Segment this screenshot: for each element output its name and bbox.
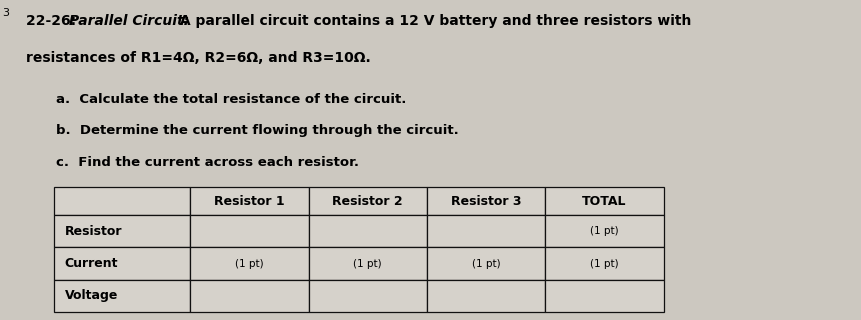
Text: TOTAL: TOTAL xyxy=(582,195,626,208)
Text: (1 pt): (1 pt) xyxy=(471,259,500,268)
Text: b.  Determine the current flowing through the circuit.: b. Determine the current flowing through… xyxy=(56,124,458,137)
Text: Resistor: Resistor xyxy=(65,225,122,238)
Text: Voltage: Voltage xyxy=(65,289,118,302)
Text: c.  Find the current across each resistor.: c. Find the current across each resistor… xyxy=(56,156,359,169)
Text: 22-26:: 22-26: xyxy=(26,14,81,28)
Text: (1 pt): (1 pt) xyxy=(590,226,618,236)
Text: Parallel Circuit:: Parallel Circuit: xyxy=(69,14,189,28)
Text: Current: Current xyxy=(65,257,118,270)
Text: 3: 3 xyxy=(2,8,9,18)
Text: Resistor 3: Resistor 3 xyxy=(450,195,521,208)
Text: (1 pt): (1 pt) xyxy=(353,259,381,268)
Text: (1 pt): (1 pt) xyxy=(590,259,618,268)
Text: Resistor 2: Resistor 2 xyxy=(332,195,403,208)
Text: Resistor 1: Resistor 1 xyxy=(214,195,284,208)
Text: (1 pt): (1 pt) xyxy=(235,259,263,268)
Text: a.  Calculate the total resistance of the circuit.: a. Calculate the total resistance of the… xyxy=(56,93,406,106)
Text: resistances of R1=4Ω, R2=6Ω, and R3=10Ω.: resistances of R1=4Ω, R2=6Ω, and R3=10Ω. xyxy=(26,51,370,65)
Text: A parallel circuit contains a 12 V battery and three resistors with: A parallel circuit contains a 12 V batte… xyxy=(175,14,691,28)
